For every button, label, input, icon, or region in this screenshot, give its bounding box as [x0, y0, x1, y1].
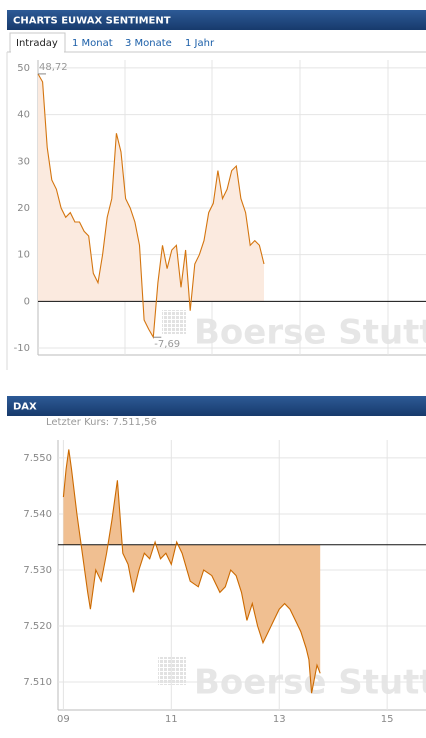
x-tick-label: 11 — [165, 714, 178, 725]
y-tick-label: 0 — [24, 296, 30, 307]
y-tick-label: 30 — [17, 156, 30, 167]
tab[interactable]: Intraday — [16, 38, 58, 49]
x-tick-label: 15 — [381, 714, 394, 725]
y-tick-label: 7.550 — [23, 453, 52, 464]
y-tick-label: 7.530 — [23, 565, 52, 576]
watermark-logo — [162, 310, 186, 334]
line — [37, 73, 265, 339]
area-fill — [63, 449, 321, 694]
y-tick-label: -10 — [14, 343, 30, 354]
tab-gap — [11, 51, 64, 54]
tab[interactable]: 1 Jahr — [185, 38, 215, 49]
tab[interactable]: 1 Monat — [72, 38, 113, 49]
x-tick-label: 13 — [273, 714, 286, 725]
y-tick-label: 7.540 — [23, 509, 52, 520]
line — [62, 449, 321, 694]
y-tick-label: 50 — [17, 63, 30, 74]
header-bar — [7, 396, 426, 416]
y-tick-label: 7.510 — [23, 677, 52, 688]
area-fill — [38, 73, 264, 338]
watermark: Boerse Stutt — [194, 313, 426, 353]
chart-subtitle: Letzter Kurs: 7.511,56 — [46, 417, 157, 428]
watermark-logo — [158, 657, 186, 685]
y-tick-label: 10 — [17, 250, 30, 261]
header-bar — [7, 10, 426, 30]
annotation: 48,72 — [39, 62, 68, 73]
annotation: -7,69 — [154, 339, 180, 350]
chart-title: DAX — [13, 402, 37, 413]
y-tick-label: 7.520 — [23, 621, 52, 632]
y-tick-label: 40 — [17, 110, 30, 121]
x-tick-label: 09 — [57, 714, 70, 725]
chart-title: CHARTS EUWAX SENTIMENT — [13, 16, 171, 27]
tab[interactable]: 3 Monate — [125, 38, 172, 49]
y-tick-label: 20 — [17, 203, 30, 214]
